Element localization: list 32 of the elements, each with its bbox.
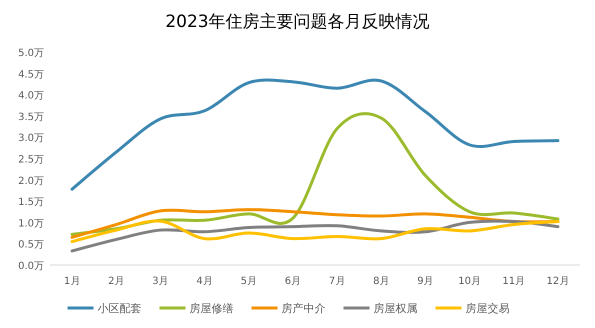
y-tick-label: 1.5万: [18, 197, 44, 208]
legend-label: 房屋修缮: [190, 302, 234, 315]
legend-label: 房屋权属: [374, 302, 418, 315]
legend-label: 小区配套: [98, 302, 142, 315]
line-series: [70, 220, 560, 244]
x-tick-label: 3月: [152, 276, 169, 287]
y-tick-label: 2.5万: [18, 154, 44, 166]
x-tick-label: 8月: [373, 276, 390, 287]
legend-label: 房产中介: [282, 302, 326, 315]
legend-label: 房屋交易: [466, 302, 510, 315]
x-tick-label: 10月: [458, 276, 481, 287]
x-tick-label: 5月: [240, 276, 257, 287]
y-tick-label: 1.0万: [18, 218, 44, 230]
line-series: [70, 220, 560, 252]
y-tick-label: 3.5万: [18, 112, 44, 123]
x-tick-label: 2月: [108, 276, 124, 287]
y-tick-label: 4.5万: [18, 69, 44, 80]
x-tick-label: 7月: [328, 276, 346, 287]
y-tick-label: 0.5万: [18, 240, 44, 251]
y-tick-label: 2.0万: [18, 176, 44, 187]
line-series: [70, 78, 560, 191]
y-tick-label: 3.0万: [18, 133, 44, 144]
y-tick-label: 4.0万: [18, 90, 44, 102]
chart-title: 2023年住房主要问题各月反映情况: [165, 12, 430, 32]
x-tick-label: 9月: [417, 276, 434, 287]
y-tick-label: 0.0万: [18, 261, 44, 272]
x-tick-label: 4月: [196, 276, 213, 287]
x-tick-label: 6月: [284, 276, 302, 287]
y-tick-label: 5.0万: [18, 48, 44, 59]
x-tick-label: 12月: [546, 276, 570, 287]
x-tick-label: 11月: [502, 276, 526, 287]
x-tick-label: 1月: [64, 276, 80, 287]
